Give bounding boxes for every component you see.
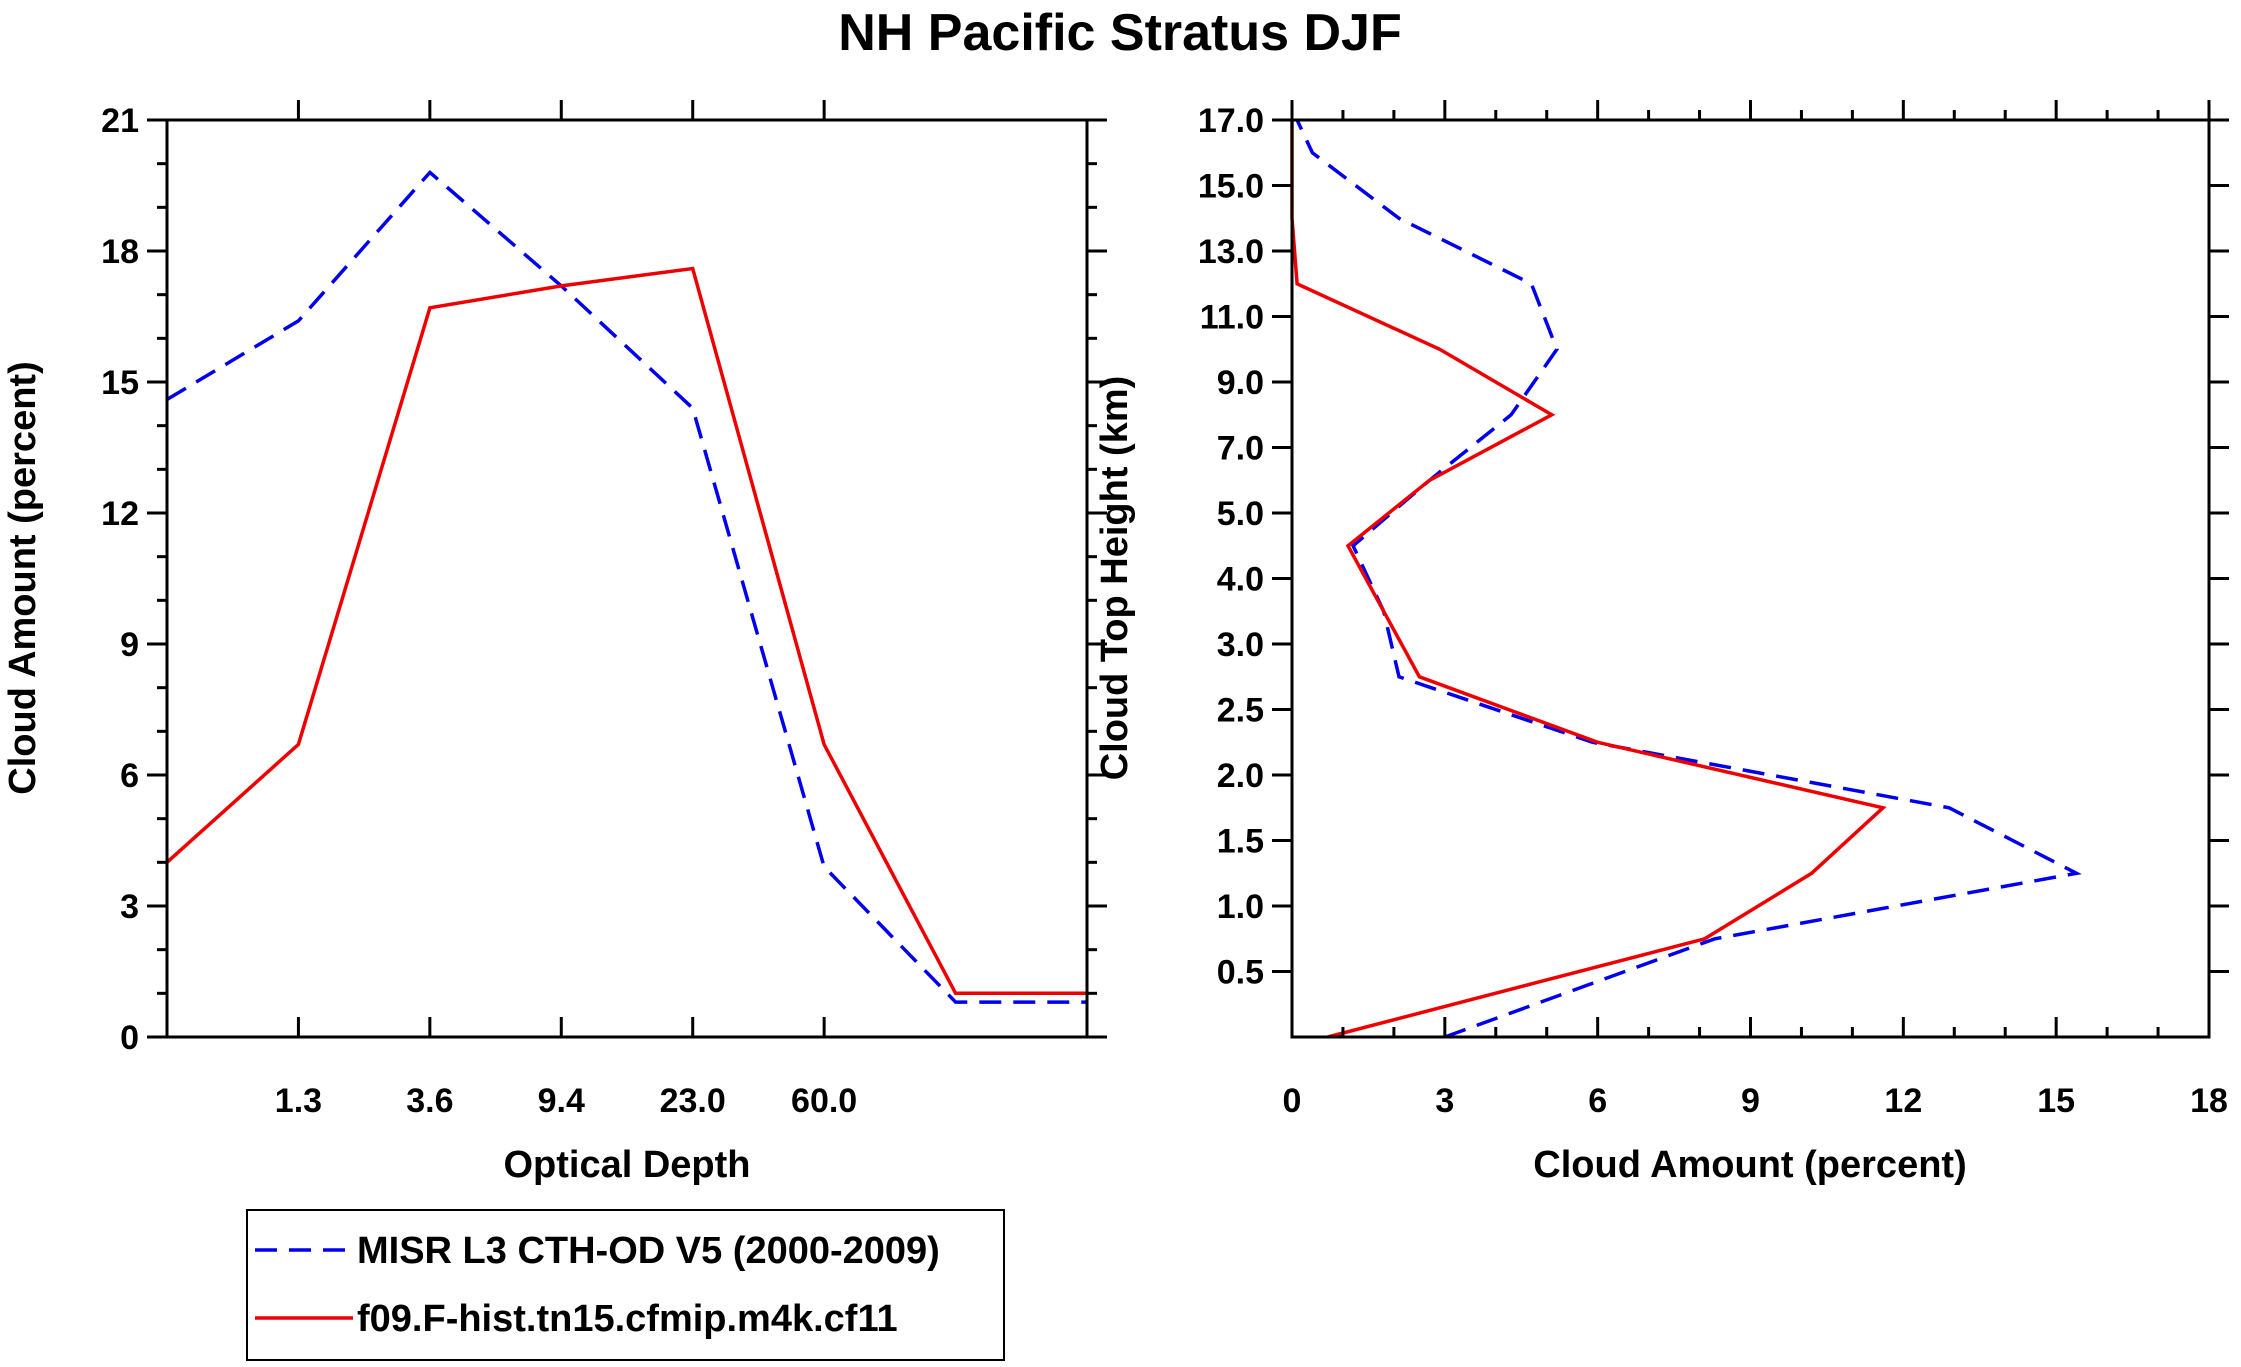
optical-depth-tick-labels: 0 3 6 9 12 15 18 21 1.3 3.6 9.4 23.0 60.0	[101, 102, 857, 1120]
right-x-tick-label: 9	[1741, 1082, 1760, 1120]
right-y-tick-label: 2.0	[1217, 757, 1264, 795]
right-y-tick-label: 1.0	[1217, 888, 1264, 926]
optical-depth-ticks	[147, 100, 1107, 1037]
left-y-tick-label: 18	[101, 233, 139, 271]
right-x-tick-label: 0	[1283, 1082, 1302, 1120]
cloud-top-height-ticks	[1272, 100, 2229, 1037]
figure-title: NH Pacific Stratus DJF	[838, 4, 1402, 62]
legend-label-model: f09.F-hist.tn15.cfmip.m4k.cf11	[357, 1298, 898, 1340]
cloud-top-height-plot-frame	[1292, 120, 2209, 1037]
left-x-tick-label: 1.3	[275, 1082, 322, 1120]
cloud-top-height-line-misr	[1297, 120, 2076, 1037]
left-y-tick-label: 3	[120, 888, 139, 926]
right-y-tick-label: 0.5	[1217, 954, 1264, 992]
right-y-tick-label: 2.5	[1217, 692, 1264, 730]
right-x-tick-label: 15	[2037, 1082, 2075, 1120]
left-y-tick-label: 21	[101, 102, 139, 140]
left-x-tick-label: 3.6	[406, 1082, 453, 1120]
left-y-tick-label: 15	[101, 364, 139, 402]
left-x-tick-label: 23.0	[660, 1082, 726, 1120]
cloud-top-height-line-model	[1292, 120, 1883, 1037]
right-y-tick-label: 13.0	[1198, 233, 1264, 271]
right-x-tick-label: 6	[1588, 1082, 1607, 1120]
right-y-tick-label: 4.0	[1217, 561, 1264, 599]
right-x-tick-label: 18	[2190, 1082, 2228, 1120]
right-y-tick-label: 1.5	[1217, 823, 1264, 861]
left-x-tick-label: 60.0	[791, 1082, 857, 1120]
right-y-tick-label: 11.0	[1200, 299, 1264, 337]
chart-figure: NH Pacific Stratus DJF 0 3 6 9 12 15 18 21 1.3 3.…	[0, 0, 2241, 1367]
right-y-tick-label: 7.0	[1217, 430, 1264, 468]
cloud-top-height-panel: 0 3 6 9 12 15 18 0.5 1.0 1.5 2.0 2.5 3.0 4.0 5.0 7.0 9.0…	[1094, 100, 2229, 1186]
legend-label-misr: MISR L3 CTH-OD V5 (2000-2009)	[357, 1230, 940, 1272]
right-x-tick-label: 3	[1435, 1082, 1454, 1120]
cloud-top-height-tick-labels: 0 3 6 9 12 15 18 0.5 1.0 1.5 2.0 2.5 3.0 4.0 5.0 7.0 9.0…	[1198, 102, 2228, 1120]
left-y-tick-label: 6	[120, 757, 139, 795]
right-y-tick-label: 5.0	[1217, 495, 1264, 533]
optical-depth-panel: 0 3 6 9 12 15 18 21 1.3 3.6 9.4 23.0 60.0 Optical De…	[2, 100, 1107, 1186]
optical-depth-line-misr	[167, 172, 1087, 1002]
left-x-tick-label: 9.4	[538, 1082, 585, 1120]
right-y-tick-label: 9.0	[1217, 364, 1264, 402]
right-y-tick-label: 3.0	[1217, 626, 1264, 664]
cloud-top-height-series	[1292, 120, 2077, 1037]
left-y-tick-label: 9	[120, 626, 139, 664]
cloud-top-height-y-axis-title: Cloud Top Height (km)	[1094, 376, 1136, 781]
optical-depth-plot-frame	[167, 120, 1087, 1037]
left-y-tick-label: 12	[101, 495, 139, 533]
optical-depth-y-axis-title: Cloud Amount (percent)	[2, 361, 44, 794]
optical-depth-line-model	[167, 269, 1087, 994]
legend: MISR L3 CTH-OD V5 (2000-2009) f09.F-hist…	[247, 1210, 1004, 1360]
cloud-top-height-x-axis-title: Cloud Amount (percent)	[1533, 1144, 1966, 1186]
left-y-tick-label: 0	[120, 1019, 139, 1057]
right-y-tick-label: 17.0	[1198, 102, 1264, 140]
optical-depth-series	[167, 172, 1087, 1002]
right-y-tick-label: 15.0	[1198, 168, 1264, 206]
right-x-tick-label: 12	[1884, 1082, 1922, 1120]
optical-depth-x-axis-title: Optical Depth	[503, 1144, 750, 1186]
